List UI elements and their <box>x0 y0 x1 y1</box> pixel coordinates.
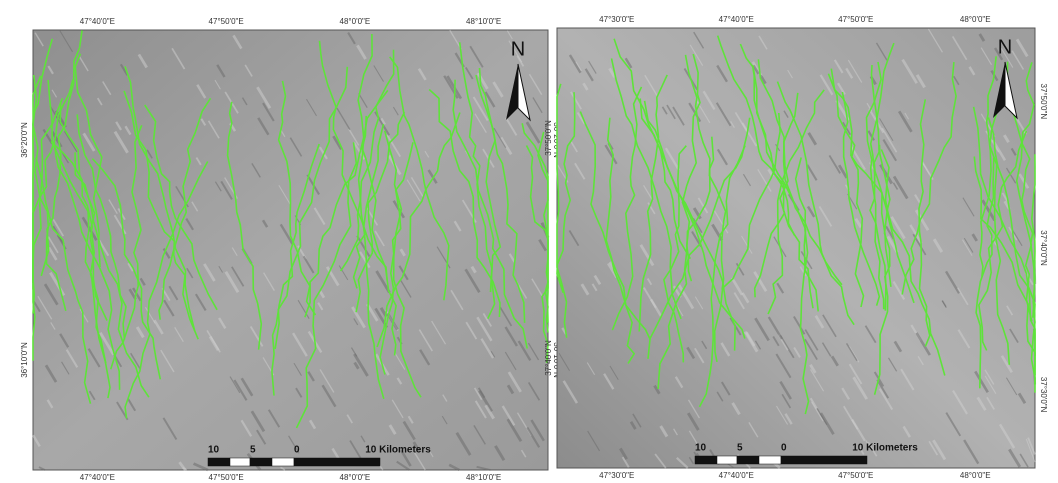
longitude-label: 47°40'0"E <box>80 17 115 26</box>
longitude-label: 47°50'0"E <box>838 15 873 24</box>
scale-label: 10 Kilometers <box>365 445 431 456</box>
longitude-label: 48°0'0"E <box>960 15 991 24</box>
longitude-label: 48°0'0"E <box>960 471 991 480</box>
longitude-label: 47°40'0"E <box>719 471 754 480</box>
scale-label: 10 Kilometers <box>852 443 918 454</box>
longitude-label: 47°50'0"E <box>838 471 873 480</box>
scale-segment <box>695 456 717 464</box>
scale-segment <box>230 458 250 466</box>
latitude-label: 37°50'0"N <box>1039 84 1048 120</box>
scale-segment <box>294 458 380 466</box>
longitude-label: 48°0'0"E <box>340 473 371 482</box>
latitude-label: 37°30'0"N <box>1039 377 1048 413</box>
scale-label: 10 <box>208 445 220 456</box>
map-panel <box>33 30 548 470</box>
latitude-label: 36°20'0"N <box>20 122 29 158</box>
figure: 47°40'0"E 47°50'0"E 48°0'0"E 48°10'0"E 47°40… <box>0 0 1058 483</box>
map-panel <box>557 28 1035 468</box>
scale-segment <box>208 458 230 466</box>
scale-segment <box>717 456 737 464</box>
longitude-label: 48°0'0"E <box>340 17 371 26</box>
longitude-label: 47°30'0"E <box>599 15 634 24</box>
longitude-label: 47°40'0"E <box>719 15 754 24</box>
latitude-label: 37°40'0"N <box>544 340 553 376</box>
longitude-label: 47°50'0"E <box>209 473 244 482</box>
north-label: N <box>998 36 1012 58</box>
latitude-label: 37°40'0"N <box>1039 230 1048 266</box>
longitude-label: 48°10'0"E <box>466 473 501 482</box>
scale-segment <box>250 458 272 466</box>
longitude-label: 48°10'0"E <box>466 17 501 26</box>
scale-label: 5 <box>250 445 256 456</box>
longitude-label: 47°30'0"E <box>599 471 634 480</box>
longitude-label: 47°50'0"E <box>209 17 244 26</box>
scale-label: 0 <box>294 445 300 456</box>
hillshade <box>557 28 1035 468</box>
latitude-label: 36°10'0"N <box>20 342 29 378</box>
longitude-label: 47°40'0"E <box>80 473 115 482</box>
scale-label: 10 <box>695 443 707 454</box>
north-label: N <box>511 38 525 60</box>
scale-segment <box>272 458 294 466</box>
latitude-label: 37°50'0"N <box>544 120 553 156</box>
scale-label: 0 <box>781 443 787 454</box>
scale-segment <box>781 456 867 464</box>
scale-segment <box>759 456 781 464</box>
scale-label: 5 <box>737 443 743 454</box>
scale-segment <box>737 456 759 464</box>
